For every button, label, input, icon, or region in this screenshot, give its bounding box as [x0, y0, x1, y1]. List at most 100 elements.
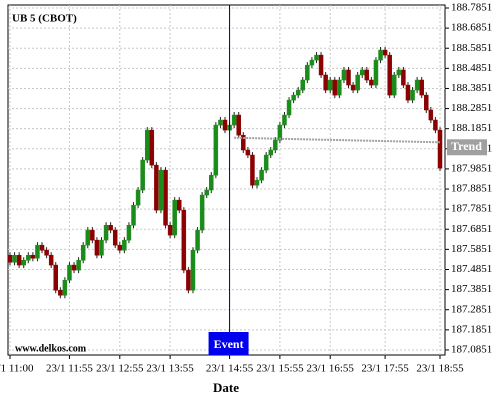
y-tick-label: 188.4851	[451, 62, 492, 74]
candle-body	[85, 229, 91, 246]
candle-body	[277, 124, 283, 141]
candle-body	[172, 199, 177, 236]
y-tick-label: 187.8851	[451, 183, 492, 195]
candle-body	[369, 79, 374, 86]
candle-body	[21, 260, 26, 266]
candle-body	[433, 119, 438, 131]
candle-body	[254, 179, 260, 186]
candle-body	[419, 79, 424, 96]
trend-label: Trend	[451, 139, 482, 153]
candle-body	[350, 84, 356, 91]
candle-body	[263, 154, 269, 171]
plot-frame	[7, 4, 446, 356]
candle-body	[149, 129, 155, 166]
candle-body	[108, 225, 113, 231]
candle-body	[245, 149, 251, 156]
candle-body	[401, 69, 406, 86]
candle-body	[135, 189, 141, 206]
grid	[8, 5, 445, 355]
candle-body	[16, 254, 22, 266]
y-tick-label: 188.7851	[451, 2, 492, 14]
candle-body	[364, 69, 370, 81]
candle-body	[76, 260, 81, 271]
candle-body	[67, 264, 72, 281]
y-tick-label: 187.3851	[451, 283, 492, 295]
trend-line	[234, 136, 441, 144]
y-tick-label: 187.4851	[451, 263, 492, 275]
candle-body	[94, 239, 100, 256]
candle-body	[26, 254, 31, 261]
candle-body	[204, 189, 209, 196]
y-tick-label: 187.0851	[451, 343, 492, 355]
candle-body	[117, 244, 123, 251]
candle-body	[62, 279, 68, 296]
x-tick-label: 23/1 13:55	[146, 363, 194, 375]
x-tick-label: 23/1 17:55	[361, 363, 409, 375]
y-tick-label: 187.6851	[451, 223, 492, 235]
event-label: Event	[214, 337, 244, 351]
chart-title: UB 5 (CBOT)	[12, 13, 77, 25]
candle-body	[199, 194, 205, 231]
candle-body	[103, 225, 109, 241]
candle-body	[158, 169, 164, 211]
candle-body	[241, 134, 246, 151]
candle-body	[7, 254, 13, 263]
x-tick-label: 23/1 11:55	[46, 363, 93, 375]
y-tick-label: 187.1851	[451, 323, 492, 335]
candle-body	[250, 154, 255, 186]
candle-body	[341, 69, 347, 81]
x-tick-label: 23/1 12:55	[96, 363, 144, 375]
candle-body	[163, 169, 168, 226]
candle-body	[44, 249, 49, 256]
candle-body	[126, 225, 132, 241]
candle-body	[218, 119, 223, 126]
candle-body	[186, 269, 191, 291]
candle-body	[195, 229, 200, 251]
candle-body	[209, 174, 214, 191]
y-tick-label: 188.3851	[451, 82, 492, 94]
candle-body	[295, 89, 301, 96]
candle-body	[337, 79, 342, 96]
candle-body	[318, 54, 324, 76]
candle-body	[30, 254, 36, 259]
marks	[7, 47, 443, 299]
candle-body	[309, 59, 315, 66]
candle-body	[231, 114, 237, 126]
y-tick-label: 188.6851	[451, 22, 492, 34]
candle-body	[428, 109, 434, 121]
candle-body	[314, 54, 319, 61]
candle-body	[387, 54, 392, 96]
candle-body	[373, 59, 379, 86]
x-tick-label: 23/1 16:55	[307, 363, 355, 375]
candle-body	[90, 229, 95, 241]
candle-body	[346, 69, 351, 86]
y-tick-label: 188.2851	[451, 102, 492, 114]
y-tick-label: 187.7851	[451, 203, 492, 215]
candle-body	[355, 74, 360, 91]
x-axis-label: Date	[213, 380, 239, 395]
candle-body	[48, 254, 54, 266]
x-tick-label: 23/1 18:55	[416, 363, 464, 375]
candle-body	[144, 129, 150, 161]
candle-body	[405, 84, 411, 101]
candle-body	[327, 79, 333, 91]
candle-body	[99, 239, 104, 256]
candle-body	[282, 114, 287, 126]
candle-body	[154, 164, 159, 211]
candle-body	[392, 74, 397, 96]
candle-body	[414, 79, 420, 91]
candle-body	[332, 79, 338, 96]
candle-body	[259, 169, 264, 181]
y-tick-label: 187.9851	[451, 162, 492, 174]
candle-body	[71, 264, 77, 271]
candle-body	[39, 244, 45, 251]
candle-body	[236, 114, 241, 136]
candle-body	[268, 149, 273, 156]
candle-body	[305, 64, 310, 81]
candle-body	[437, 129, 443, 169]
x-tick-label: 23/1 11:00	[0, 363, 34, 375]
event-label-box	[208, 332, 249, 355]
y-tick-label: 187.2851	[451, 303, 492, 315]
y-tick-label: 188.5851	[451, 42, 492, 54]
candle-body	[112, 229, 118, 246]
